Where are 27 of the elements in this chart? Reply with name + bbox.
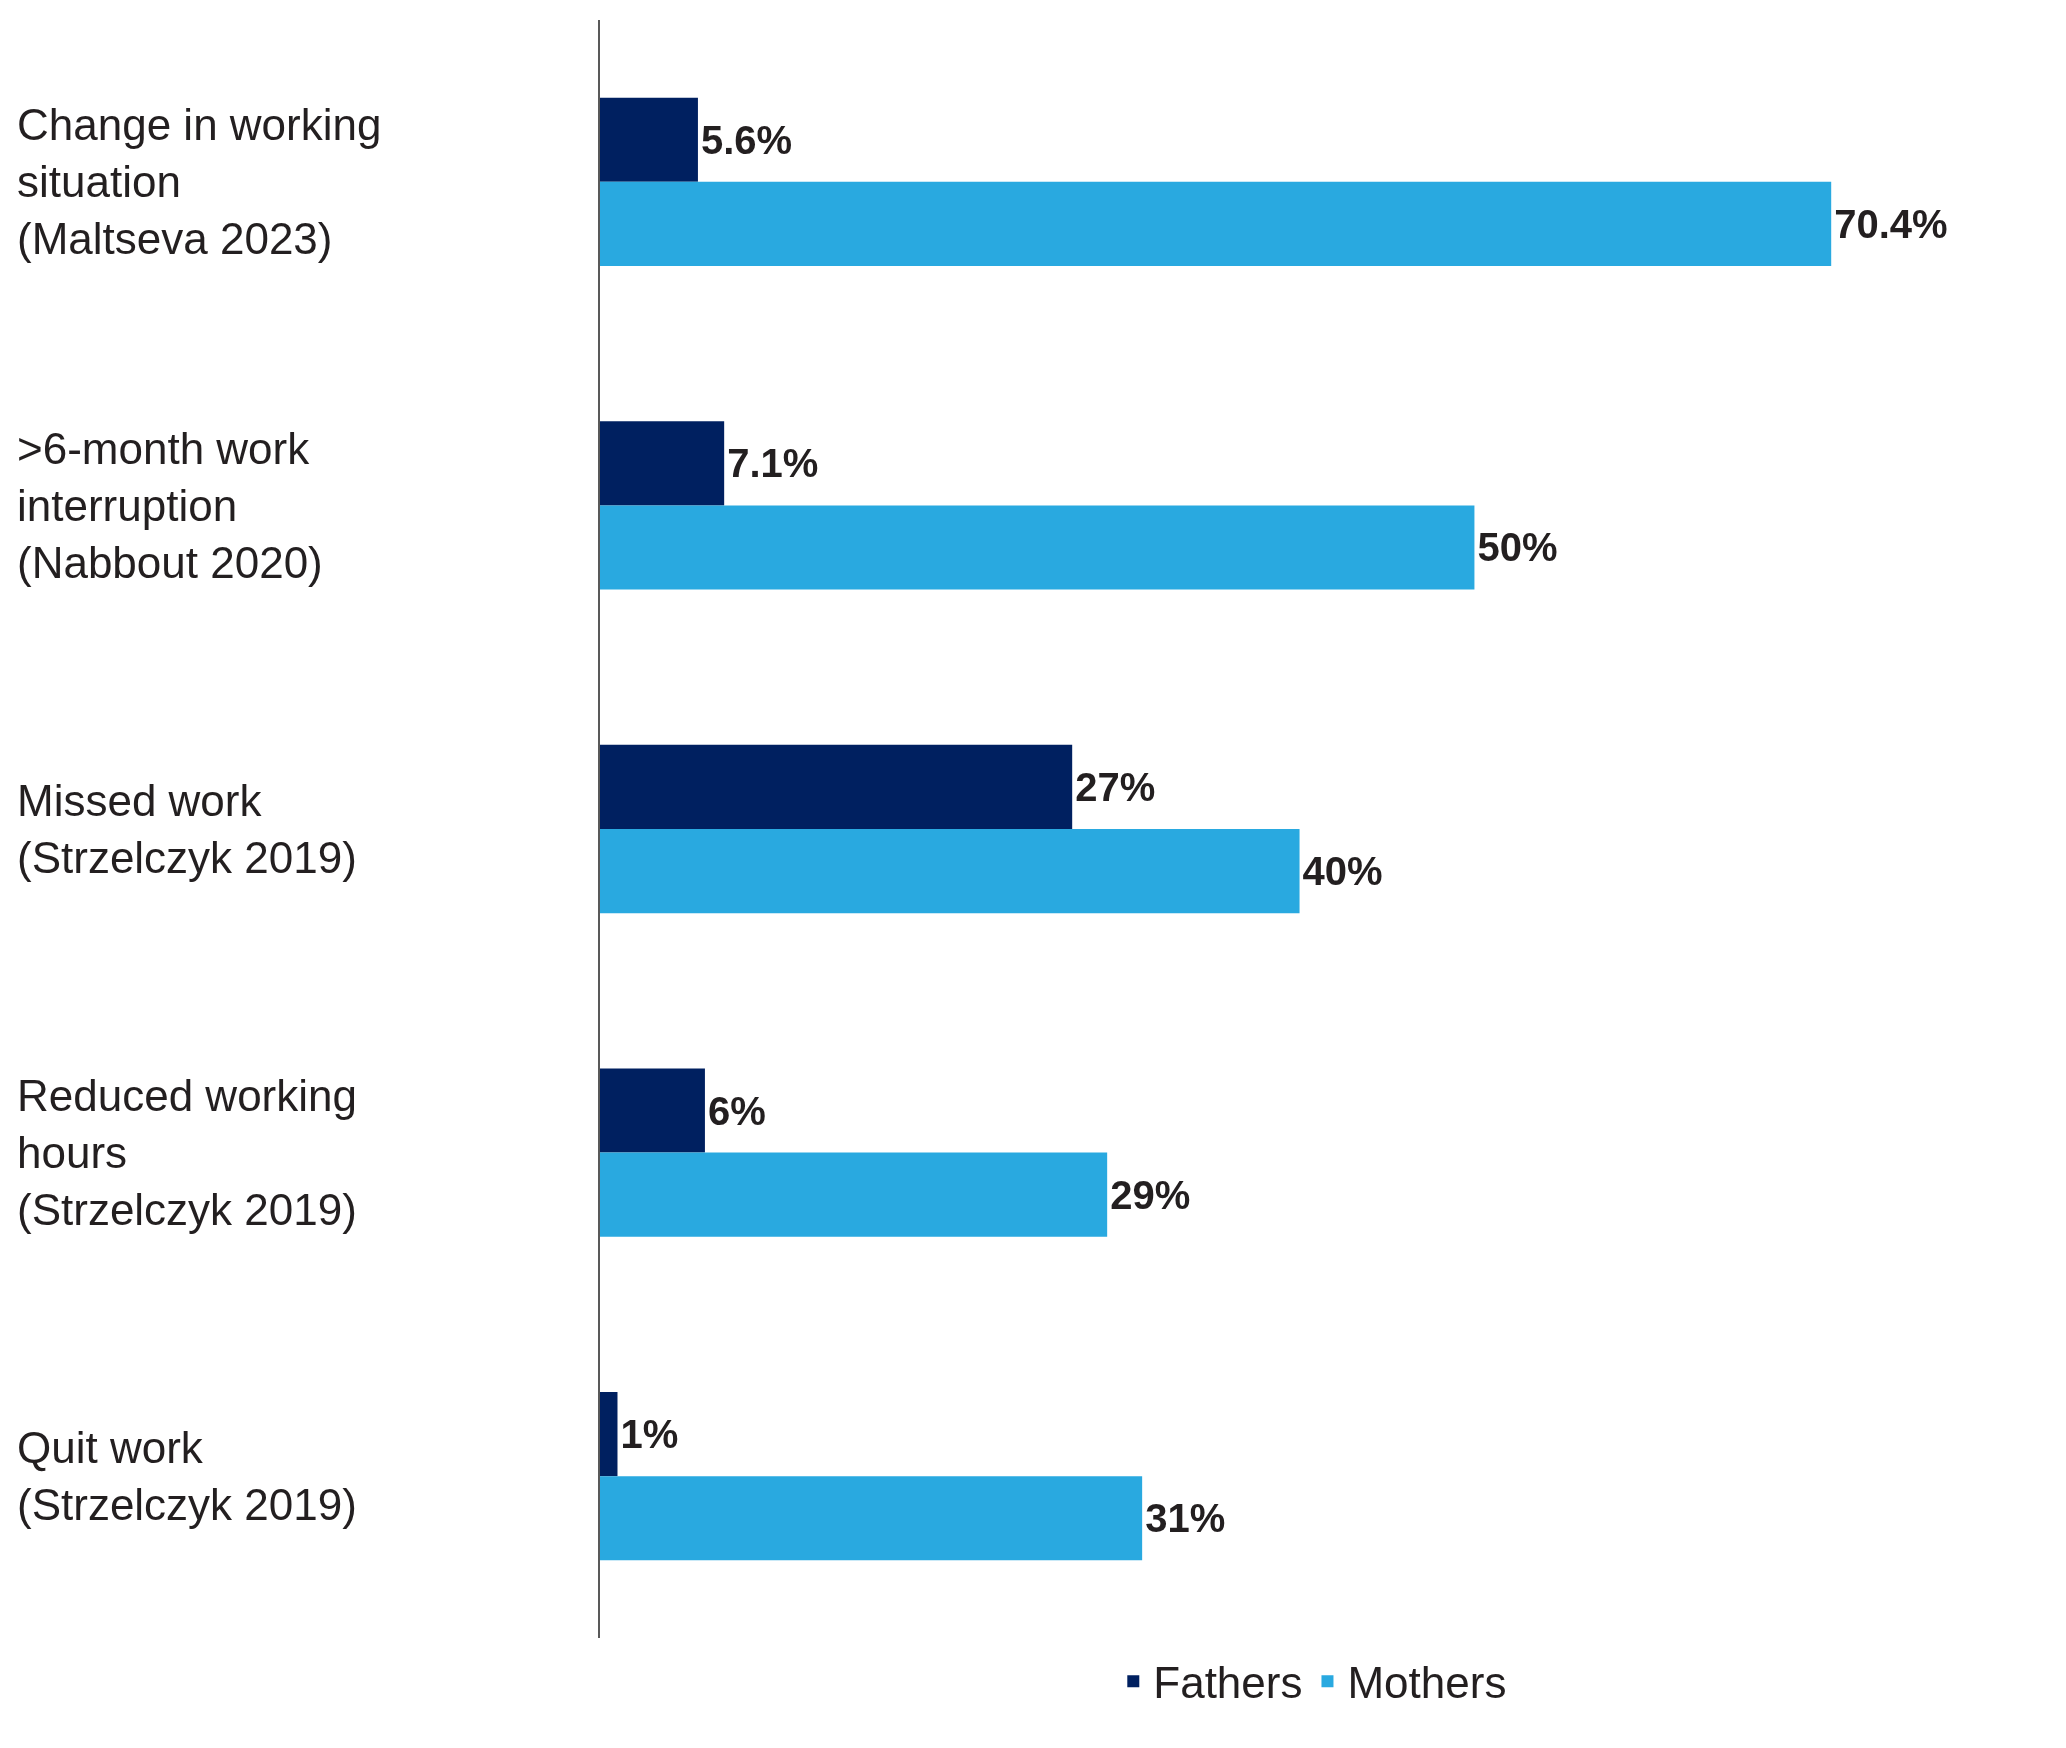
data-label: 7.1% xyxy=(727,441,819,486)
y-tick-label: Quit work (Strzelczyk 2019) xyxy=(17,1423,357,1530)
data-label: 5.6% xyxy=(700,117,793,162)
bar xyxy=(600,1152,1108,1237)
bar xyxy=(600,97,698,182)
data-label: 31% xyxy=(1145,1496,1226,1541)
bar xyxy=(600,421,725,506)
data-label: 1% xyxy=(620,1412,679,1457)
bar xyxy=(600,829,1300,914)
data-label: 70.4% xyxy=(1834,201,1948,246)
bar xyxy=(600,1476,1143,1561)
y-tick-label: >6-month work interruption (Nabbout 2020) xyxy=(17,424,323,588)
data-label: 6% xyxy=(707,1088,766,1133)
y-tick-label: Reduced working hours (Strzelczyk 2019) xyxy=(17,1071,357,1235)
bar xyxy=(600,1068,705,1153)
data-label: 29% xyxy=(1110,1172,1191,1217)
bar xyxy=(600,181,1832,266)
data-label: 50% xyxy=(1477,525,1558,570)
legend-label: Fathers xyxy=(1153,1658,1303,1708)
data-label: 27% xyxy=(1075,764,1156,809)
bar xyxy=(600,505,1475,590)
y-tick-label: Change in working situation (Maltseva 2023) xyxy=(17,100,382,264)
y-tick-label: Missed work (Strzelczyk 2019) xyxy=(17,776,357,883)
bar xyxy=(600,1392,618,1477)
data-label: 40% xyxy=(1302,849,1383,894)
legend-label: Mothers xyxy=(1347,1658,1507,1708)
bar xyxy=(600,744,1073,829)
